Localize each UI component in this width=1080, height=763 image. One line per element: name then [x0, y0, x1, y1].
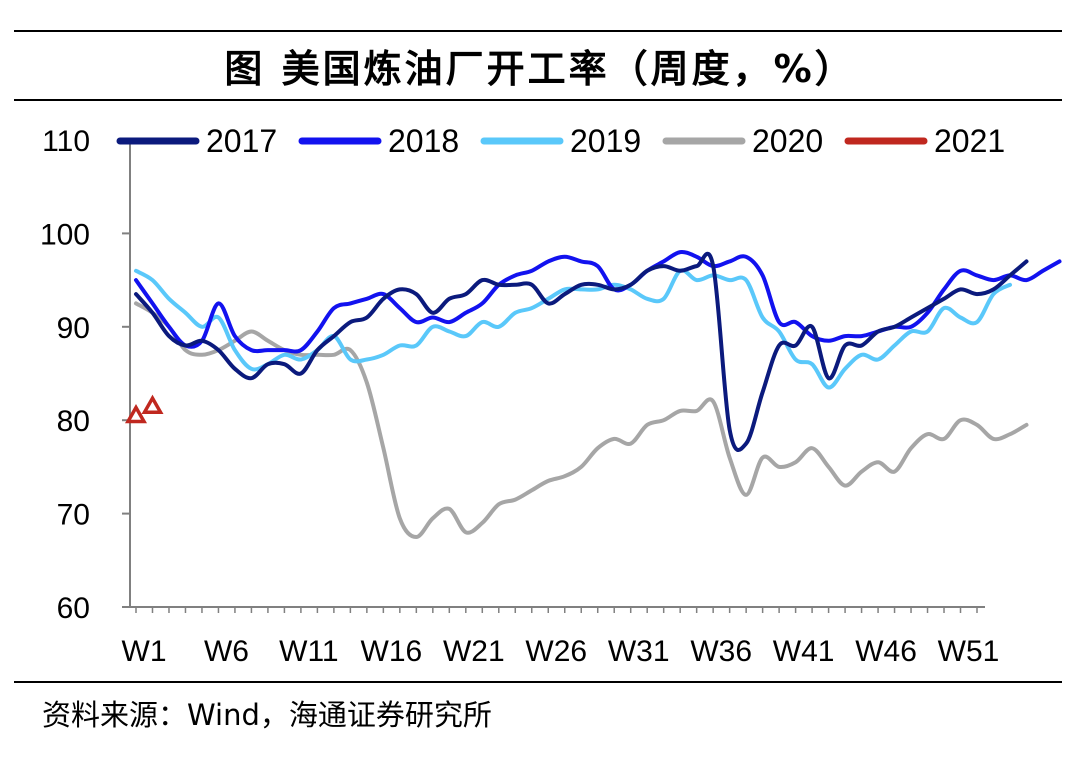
- legend-label-2020: 2020: [752, 123, 823, 159]
- y-tick-label: 90: [57, 312, 90, 345]
- legend-label-2018: 2018: [388, 123, 459, 159]
- y-tick-label: 70: [57, 499, 90, 532]
- line-chart: 60 70 80 90 100 110 W1 W6 W11 W16 W21 W26 W31 W36 W41 W…: [40, 123, 1062, 668]
- x-tick-label: W21: [443, 635, 505, 668]
- y-tick-label: 110: [42, 125, 90, 158]
- series-2021-marker-1: [124, 404, 148, 424]
- y-tick-label: 100: [40, 218, 90, 251]
- chart-title: 图 美国炼油厂开工率（周度，%）: [224, 47, 856, 91]
- y-tick-label: 80: [57, 405, 90, 438]
- series-2020-line: [134, 301, 1029, 539]
- legend-label-2017: 2017: [206, 123, 277, 159]
- x-tick-label: W11: [279, 635, 338, 668]
- source-note: 资料来源：Wind，海通证券研究所: [42, 698, 492, 732]
- x-tick-label: W46: [855, 635, 917, 668]
- x-tick-label: W26: [525, 635, 587, 668]
- chart-legend: 2017 2018 2019 2020 2021: [116, 123, 1005, 159]
- x-tick-label: W16: [361, 635, 423, 668]
- series-layer: [124, 249, 1062, 539]
- chart-axes: 60 70 80 90 100 110 W1 W6 W11 W16 W21 W26 W31 W36 W41 W…: [40, 125, 999, 668]
- x-tick-label: W51: [938, 635, 1000, 668]
- y-tick-label: 60: [57, 592, 90, 625]
- top-rule: [14, 30, 1062, 32]
- bottom-rule: [14, 681, 1062, 683]
- x-tick-label: W31: [608, 635, 670, 668]
- legend-label-2021: 2021: [934, 123, 1005, 159]
- x-tick-label: W1: [122, 635, 167, 668]
- series-2017-line: [134, 251, 1029, 452]
- x-tick-label: W6: [204, 635, 249, 668]
- series-2021-marker-2: [141, 394, 164, 414]
- series-2018-line: [134, 249, 1062, 354]
- x-tick-label: W36: [690, 635, 752, 668]
- title-underline: [14, 99, 1062, 101]
- legend-label-2019: 2019: [570, 123, 641, 159]
- x-tick-label: W41: [773, 635, 835, 668]
